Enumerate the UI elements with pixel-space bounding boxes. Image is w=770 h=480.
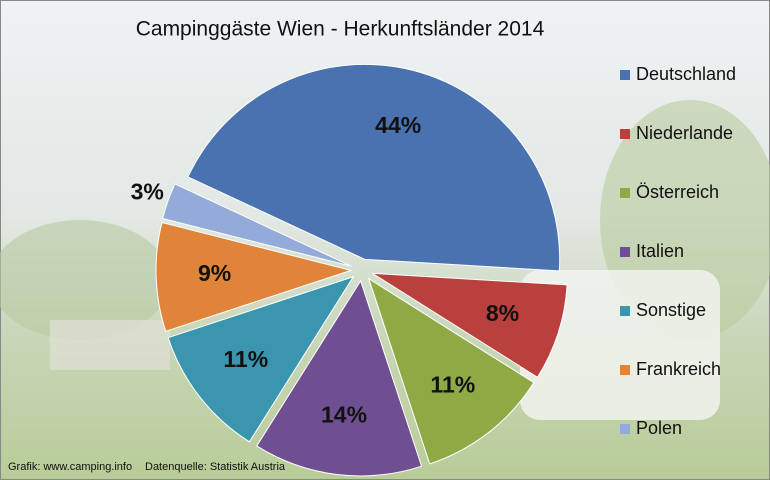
data-label: 3%: [131, 179, 164, 205]
credit: Grafik: www.camping.info: [8, 461, 132, 473]
data-label: 11%: [430, 371, 475, 397]
legend-swatch: [620, 365, 630, 375]
source: Datenquelle: Statistik Austria: [145, 461, 286, 473]
pie-slice: [372, 272, 568, 378]
legend-label: Deutschland: [636, 64, 736, 84]
pie-slice: [161, 183, 352, 267]
legend-label: Frankreich: [636, 359, 721, 379]
tent: [50, 320, 170, 370]
caravan: [520, 270, 720, 420]
legend-swatch: [620, 424, 630, 434]
data-label: 11%: [223, 346, 268, 372]
legend-label: Österreich: [636, 182, 719, 202]
pie-slice: [187, 63, 561, 272]
chart-title: Campinggäste Wien - Herkunftsländer 2014: [136, 18, 545, 41]
legend-swatch: [620, 188, 630, 198]
data-label: 8%: [486, 300, 519, 326]
legend-label: Niederlande: [636, 123, 733, 143]
pie-slice: [155, 221, 353, 332]
legend-label: Italien: [636, 241, 684, 261]
legend-swatch: [620, 70, 630, 80]
legend-swatch: [620, 247, 630, 257]
pie-slice: [367, 277, 535, 465]
pie-slice: [167, 275, 355, 443]
legend-label: Polen: [636, 418, 682, 438]
data-label: 14%: [321, 401, 367, 427]
data-label: 44%: [375, 112, 421, 138]
legend-swatch: [620, 306, 630, 316]
tree: [0, 220, 170, 340]
legend-swatch: [620, 129, 630, 139]
legend-label: Sonstige: [636, 300, 706, 320]
data-label: 9%: [198, 260, 231, 286]
pie-slice: [256, 279, 423, 477]
